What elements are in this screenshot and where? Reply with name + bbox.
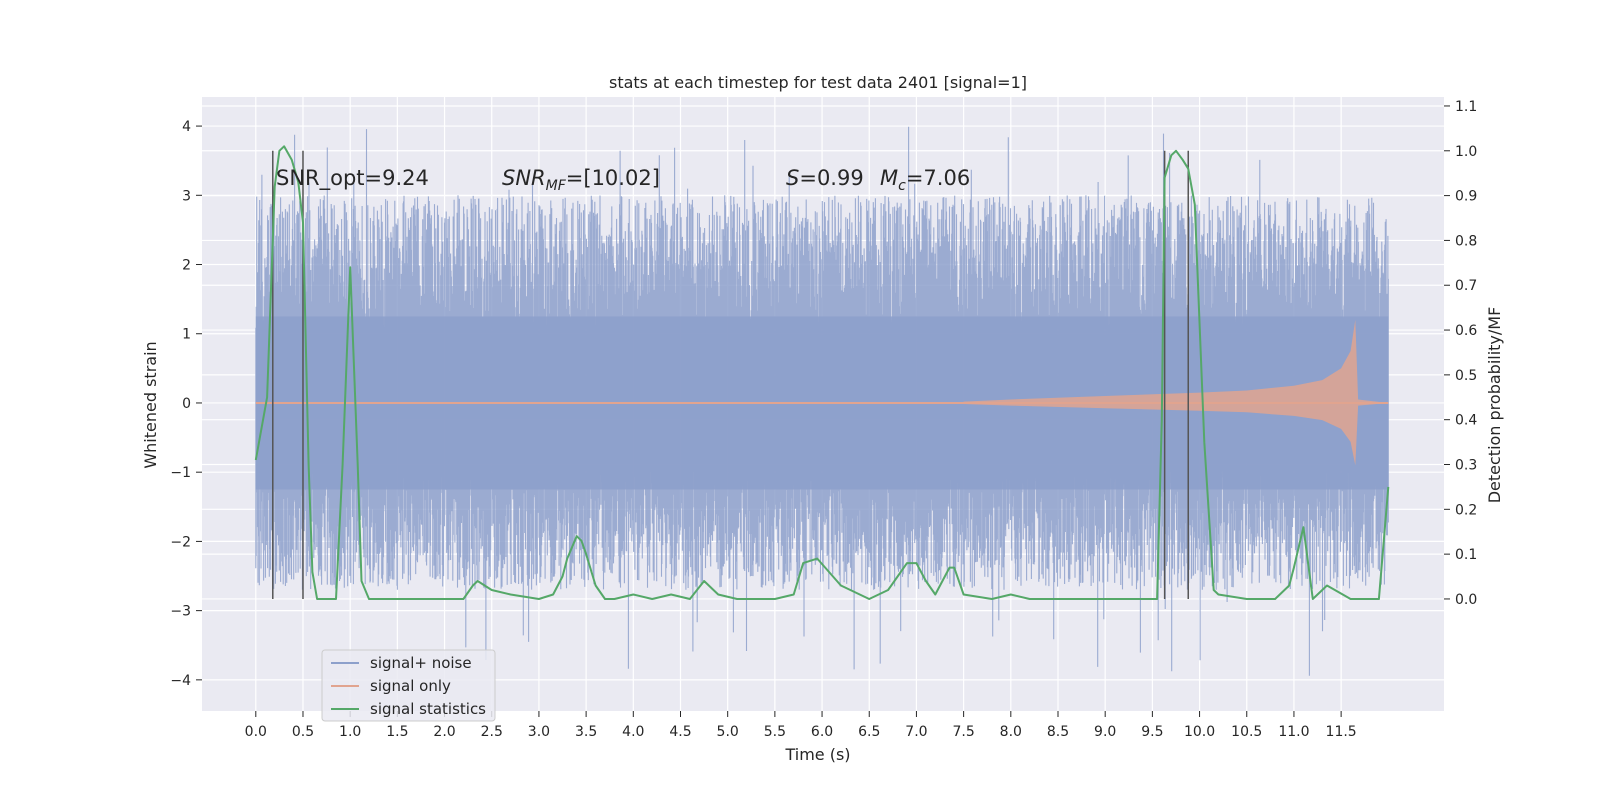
x-tick-label: 3.0 [528, 724, 550, 740]
y2-axis-label: Detection probability/MF [1485, 307, 1504, 504]
x-tick-label: 5.5 [764, 724, 786, 740]
y-axis-label: Whitened strain [141, 341, 160, 468]
annotation-s-value: S=0.99 [786, 166, 864, 190]
y2-tick-label: 0.3 [1455, 458, 1477, 474]
x-tick-label: 8.5 [1047, 724, 1069, 740]
x-tick-label: 10.0 [1184, 724, 1215, 740]
x-tick-label: 9.5 [1141, 724, 1163, 740]
x-tick-label: 7.0 [905, 724, 927, 740]
y-tick-label: −2 [170, 534, 191, 550]
x-tick-label: 9.0 [1094, 724, 1116, 740]
x-tick-label: 4.5 [669, 724, 691, 740]
x-tick-label: 0.5 [292, 724, 314, 740]
x-tick-label: 10.5 [1231, 724, 1262, 740]
y2-tick-label: 0.6 [1455, 323, 1477, 339]
y2-tick-label: 0.5 [1455, 368, 1477, 384]
x-tick-label: 8.0 [1000, 724, 1022, 740]
x-tick-label: 7.5 [952, 724, 974, 740]
y-tick-label: 2 [182, 258, 191, 274]
legend: signal+ noise signal only signal statist… [321, 649, 496, 722]
y2-tick-label: 1.0 [1455, 144, 1477, 160]
y-tick-label: −3 [170, 604, 191, 620]
annotation-mc-value: Mc=7.06 [880, 166, 970, 194]
y-tick-label: 4 [182, 119, 191, 135]
annotations: SNR_opt=9.24 SNRMF=[10.02] S=0.99 Mc=7.0… [276, 166, 970, 194]
x-tick-label: 2.0 [433, 724, 455, 740]
y2-tick-label: 0.9 [1455, 189, 1477, 205]
y2-tick-label: 0.8 [1455, 233, 1477, 249]
x-tick-label: 5.0 [717, 724, 739, 740]
x-tick-label: 1.5 [386, 724, 408, 740]
x-tick-label: 2.5 [481, 724, 503, 740]
legend-label-signal-only: signal only [370, 677, 451, 695]
series-signal-only [255, 319, 1389, 466]
x-tick-label: 3.5 [575, 724, 597, 740]
x-tick-label: 6.5 [858, 724, 880, 740]
y2-tick-label: 0.4 [1455, 413, 1477, 429]
annotation-snr-mf: SNRMF=[10.02] [502, 166, 660, 194]
y2-tick-label: 0.0 [1455, 592, 1477, 608]
x-tick-label: 4.0 [622, 724, 644, 740]
y-tick-label: 3 [182, 188, 191, 204]
y-tick-label: −1 [170, 465, 191, 481]
y-tick-label: −4 [170, 673, 191, 689]
x-tick-label: 11.5 [1326, 724, 1357, 740]
chart-title: stats at each timestep for test data 240… [609, 73, 1027, 92]
x-tick-label: 0.0 [245, 724, 267, 740]
series-signal-statistics [254, 145, 1390, 600]
x-axis-label: Time (s) [784, 745, 850, 764]
legend-label-signal-statistics: signal statistics [370, 700, 486, 718]
legend-label-signal-noise: signal+ noise [370, 654, 472, 672]
x-tick-label: 11.0 [1278, 724, 1309, 740]
x-axis-ticks: 0.0 0.5 1.0 1.5 2.0 2.5 3.0 3.5 4.0 4.5 5.0 5.5 6.0 6… [245, 711, 1357, 740]
y2-axis-ticks: 1.1 1.0 0.9 0.8 0.7 0.6 0.5 0.4 0.3 0.2 0.1 0.0 [1444, 99, 1477, 608]
y2-tick-label: 0.1 [1455, 547, 1477, 563]
y-tick-label: 1 [182, 327, 191, 343]
statistics-line [254, 145, 1390, 600]
signal-envelope [963, 319, 1389, 466]
annotation-snr-opt: SNR_opt=9.24 [276, 166, 429, 191]
y-tick-label: 0 [182, 396, 191, 412]
x-tick-label: 1.0 [339, 724, 361, 740]
y2-tick-label: 0.7 [1455, 278, 1477, 294]
y2-tick-label: 0.2 [1455, 502, 1477, 518]
y-axis-ticks: 4 3 2 1 0 −1 −2 −3 −4 [170, 119, 202, 689]
x-tick-label: 6.0 [811, 724, 833, 740]
y2-tick-label: 1.1 [1455, 99, 1477, 115]
legend-box [321, 649, 496, 722]
